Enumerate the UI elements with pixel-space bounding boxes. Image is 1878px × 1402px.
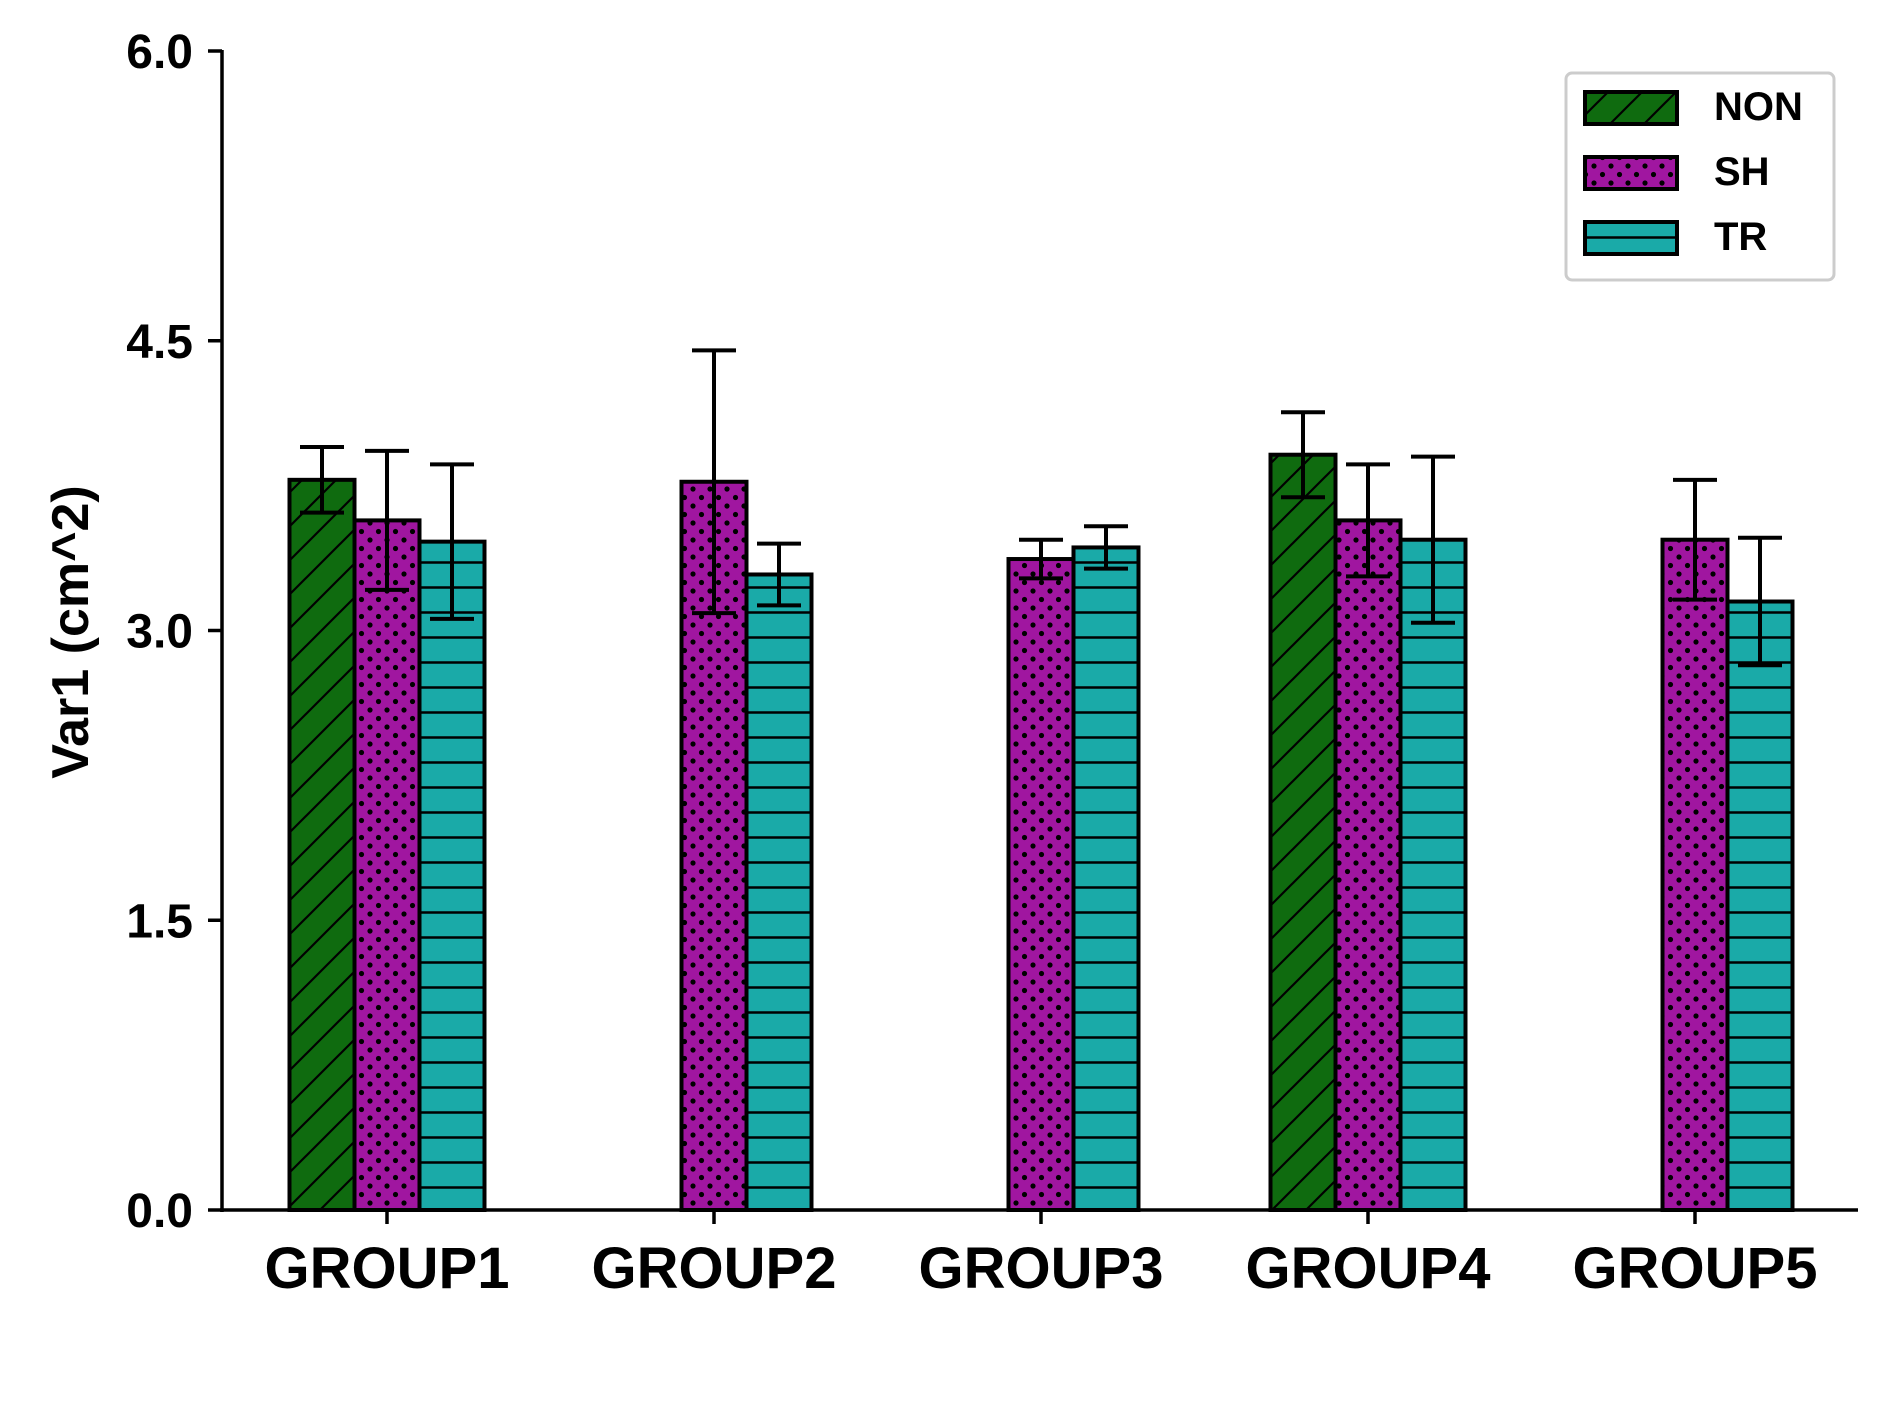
x-tick-label: GROUP3	[919, 1236, 1164, 1301]
x-tick-label: GROUP4	[1246, 1236, 1491, 1301]
x-tick-label: GROUP2	[592, 1236, 837, 1301]
error-bar-tr-group5	[1738, 535, 1782, 668]
y-tick-label: 4.5	[126, 316, 193, 369]
bar-non-group4	[1268, 452, 1338, 1212]
bar-tr-group3	[1071, 545, 1141, 1212]
error-bar-tr-group4	[1411, 454, 1455, 625]
legend: NON SH TR	[1564, 71, 1836, 282]
error-bar-sh-group1	[365, 448, 409, 592]
bar-sh-group5	[1660, 537, 1730, 1212]
error-bar-tr-group2	[757, 541, 801, 608]
error-bar-sh-group5	[1673, 477, 1717, 602]
y-axis-label: Var1 (cm^2)	[42, 485, 100, 778]
y-tick-label: 1.5	[126, 895, 193, 948]
legend-swatch-tr	[1583, 220, 1679, 256]
legend-label-tr: TR	[1714, 215, 1767, 259]
y-ticks: 0.0 1.5 3.0 4.5 6.0	[126, 26, 222, 1238]
x-tick-label: GROUP1	[265, 1236, 510, 1301]
error-bar-non-group1	[300, 444, 344, 515]
bar-tr-group2	[744, 572, 814, 1212]
error-bar-non-group4	[1281, 410, 1325, 500]
y-tick-label: 6.0	[126, 26, 193, 79]
error-bar-sh-group3	[1019, 537, 1063, 581]
bar-tr-group5	[1725, 599, 1795, 1212]
y-tick-label: 3.0	[126, 606, 193, 659]
error-bar-sh-group4	[1346, 462, 1390, 579]
legend-label-non: NON	[1714, 85, 1803, 129]
bar-sh-group1	[352, 518, 422, 1212]
y-tick-label: 0.0	[126, 1185, 193, 1238]
legend-label-sh: SH	[1714, 150, 1770, 194]
x-tick-label: GROUP5	[1573, 1236, 1818, 1301]
bar-tr-group4	[1398, 537, 1468, 1212]
error-bar-sh-group2	[692, 348, 736, 616]
legend-swatch-non	[1583, 90, 1679, 126]
x-ticks: GROUP1 GROUP2 GROUP3 GROUP4 GROUP5	[265, 1210, 1818, 1301]
bar-sh-group3	[1006, 557, 1076, 1212]
error-bar-tr-group1	[430, 462, 474, 621]
bar-tr-group1	[417, 539, 487, 1212]
error-bar-tr-group3	[1084, 524, 1128, 571]
bar-sh-group4	[1333, 518, 1403, 1212]
error-bars-layer	[300, 348, 1782, 668]
legend-swatch-sh	[1583, 155, 1679, 191]
bar-non-group1	[287, 477, 357, 1212]
